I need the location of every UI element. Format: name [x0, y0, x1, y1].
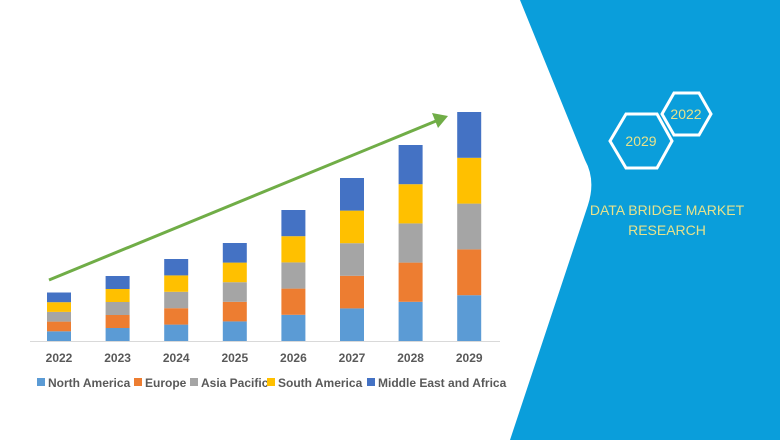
bar-segment-2024-middle-east-and-africa: [164, 259, 189, 276]
brand-line-1: DATA BRIDGE MARKET: [590, 202, 745, 218]
bar-segment-2024-north-america: [164, 324, 189, 341]
legend-label: Middle East and Africa: [378, 376, 507, 390]
legend-label: Asia Pacific: [201, 376, 269, 390]
hexagon-2029: [608, 112, 674, 170]
brand-line-2: RESEARCH: [628, 222, 706, 238]
x-tick-label: 2023: [104, 351, 131, 365]
legend-swatch: [190, 378, 198, 386]
x-tick-label: 2022: [46, 351, 73, 365]
bar-segment-2025-middle-east-and-africa: [222, 243, 247, 263]
legend-label: South America: [278, 376, 363, 390]
bar-segment-2023-north-america: [105, 328, 130, 341]
bar-segment-2024-asia-pacific: [164, 291, 189, 309]
bar-segment-2027-europe: [340, 275, 364, 309]
bars-group: [47, 112, 482, 341]
bar-segment-2023-europe: [105, 315, 130, 328]
bar-segment-2022-europe: [47, 321, 71, 332]
bar-segment-2027-south-america: [340, 210, 364, 244]
x-tick-label: 2027: [339, 351, 366, 365]
bar-segment-2027-middle-east-and-africa: [340, 178, 364, 211]
bar-segment-2026-north-america: [281, 314, 306, 341]
bar-segment-2023-middle-east-and-africa: [105, 276, 130, 289]
hexagon-2022: [660, 91, 713, 137]
x-tick-label: 2024: [163, 351, 190, 365]
bar-segment-2028-europe: [398, 262, 423, 302]
bar-segment-2023-asia-pacific: [105, 302, 130, 315]
bar-segment-2028-south-america: [398, 184, 423, 224]
hex-year-2029: 2029: [625, 133, 656, 149]
bar-segment-2029-south-america: [457, 157, 482, 204]
legend-label: Europe: [145, 376, 187, 390]
hex-year-2022: 2022: [670, 106, 701, 122]
bar-segment-2028-north-america: [398, 301, 423, 341]
legend: North America Europe Asia Pacific South Ame…: [37, 376, 507, 390]
bar-segment-2022-asia-pacific: [47, 311, 71, 322]
bar-segment-2028-middle-east-and-africa: [398, 145, 423, 185]
bar-segment-2027-asia-pacific: [340, 243, 364, 276]
bar-segment-2026-asia-pacific: [281, 262, 306, 289]
legend-swatch: [134, 378, 142, 386]
bar-segment-2029-europe: [457, 249, 482, 296]
bar-segment-2029-asia-pacific: [457, 203, 482, 250]
brand-panel-background: [510, 0, 780, 440]
bar-segment-2022-south-america: [47, 302, 71, 312]
bar-segment-2024-europe: [164, 308, 189, 325]
bar-segment-2023-south-america: [105, 289, 130, 302]
bar-segment-2022-north-america: [47, 331, 71, 341]
bar-segment-2029-north-america: [457, 295, 482, 341]
legend-swatch: [37, 378, 45, 386]
legend-swatch: [367, 378, 375, 386]
bar-segment-2025-asia-pacific: [222, 282, 247, 302]
x-tick-label: 2026: [280, 351, 307, 365]
legend-label: North America: [48, 376, 131, 390]
x-tick-label: 2029: [456, 351, 483, 365]
bar-segment-2026-south-america: [281, 236, 306, 263]
bar-segment-2028-asia-pacific: [398, 223, 423, 263]
bar-segment-2025-europe: [222, 301, 247, 322]
bar-segment-2026-europe: [281, 288, 306, 315]
bar-segment-2026-middle-east-and-africa: [281, 210, 306, 237]
bar-segment-2022-middle-east-and-africa: [47, 292, 71, 303]
bar-segment-2024-south-america: [164, 275, 189, 292]
bar-segment-2025-south-america: [222, 262, 247, 283]
bar-segment-2027-north-america: [340, 308, 364, 341]
x-tick-label: 2028: [397, 351, 424, 365]
legend-swatch: [267, 378, 275, 386]
x-tick-label: 2025: [221, 351, 248, 365]
trend-arrow: [48, 113, 448, 282]
bar-segment-2025-north-america: [222, 321, 247, 341]
trend-arrow-head: [432, 113, 448, 128]
bar-segment-2029-middle-east-and-africa: [457, 112, 482, 158]
